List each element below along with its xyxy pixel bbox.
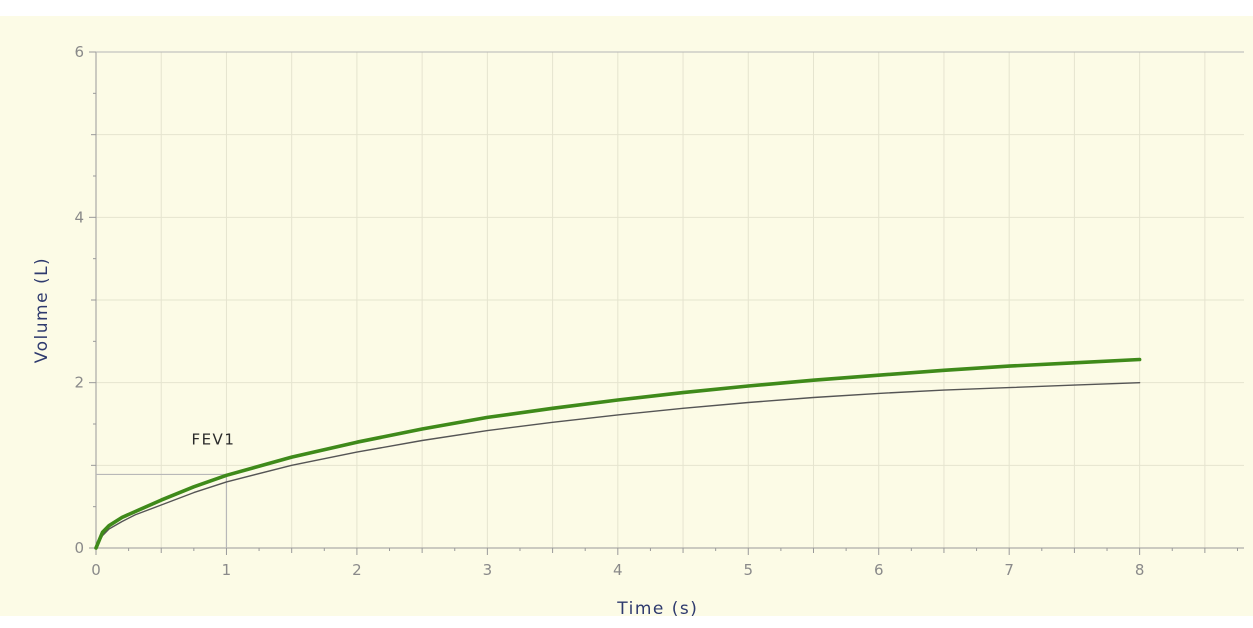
thick-series-line bbox=[94, 357, 1142, 550]
y-tick-label: 4 bbox=[74, 208, 84, 226]
y-tick-labels: 0 2 4 6 bbox=[74, 43, 84, 557]
fev1-guides bbox=[96, 473, 228, 548]
x-tick-label: 4 bbox=[613, 561, 623, 579]
y-tick-label: 2 bbox=[74, 374, 84, 392]
series-layer bbox=[94, 357, 1142, 550]
y-tick-label: 6 bbox=[74, 43, 84, 61]
fev1-annotation: FEV1 bbox=[191, 430, 235, 448]
y-axis-title: Volume (L) bbox=[32, 257, 52, 363]
plot-background bbox=[0, 16, 1253, 616]
x-tick-label: 3 bbox=[483, 561, 493, 579]
x-tick-label: 0 bbox=[91, 561, 101, 579]
x-tick-labels: 0 1 2 3 4 5 6 7 8 bbox=[91, 561, 1144, 579]
minor-grid bbox=[96, 52, 1244, 548]
x-tick-label: 1 bbox=[222, 561, 232, 579]
x-tick-label: 8 bbox=[1135, 561, 1145, 579]
x-tick-label: 6 bbox=[874, 561, 884, 579]
x-axis-title: Time (s) bbox=[616, 599, 698, 619]
x-tick-label: 5 bbox=[743, 561, 753, 579]
tick-marks bbox=[89, 51, 1238, 555]
x-tick-label: 2 bbox=[352, 561, 362, 579]
thin-series-line bbox=[95, 382, 1141, 549]
x-tick-label: 7 bbox=[1004, 561, 1014, 579]
y-tick-label: 0 bbox=[74, 539, 84, 557]
